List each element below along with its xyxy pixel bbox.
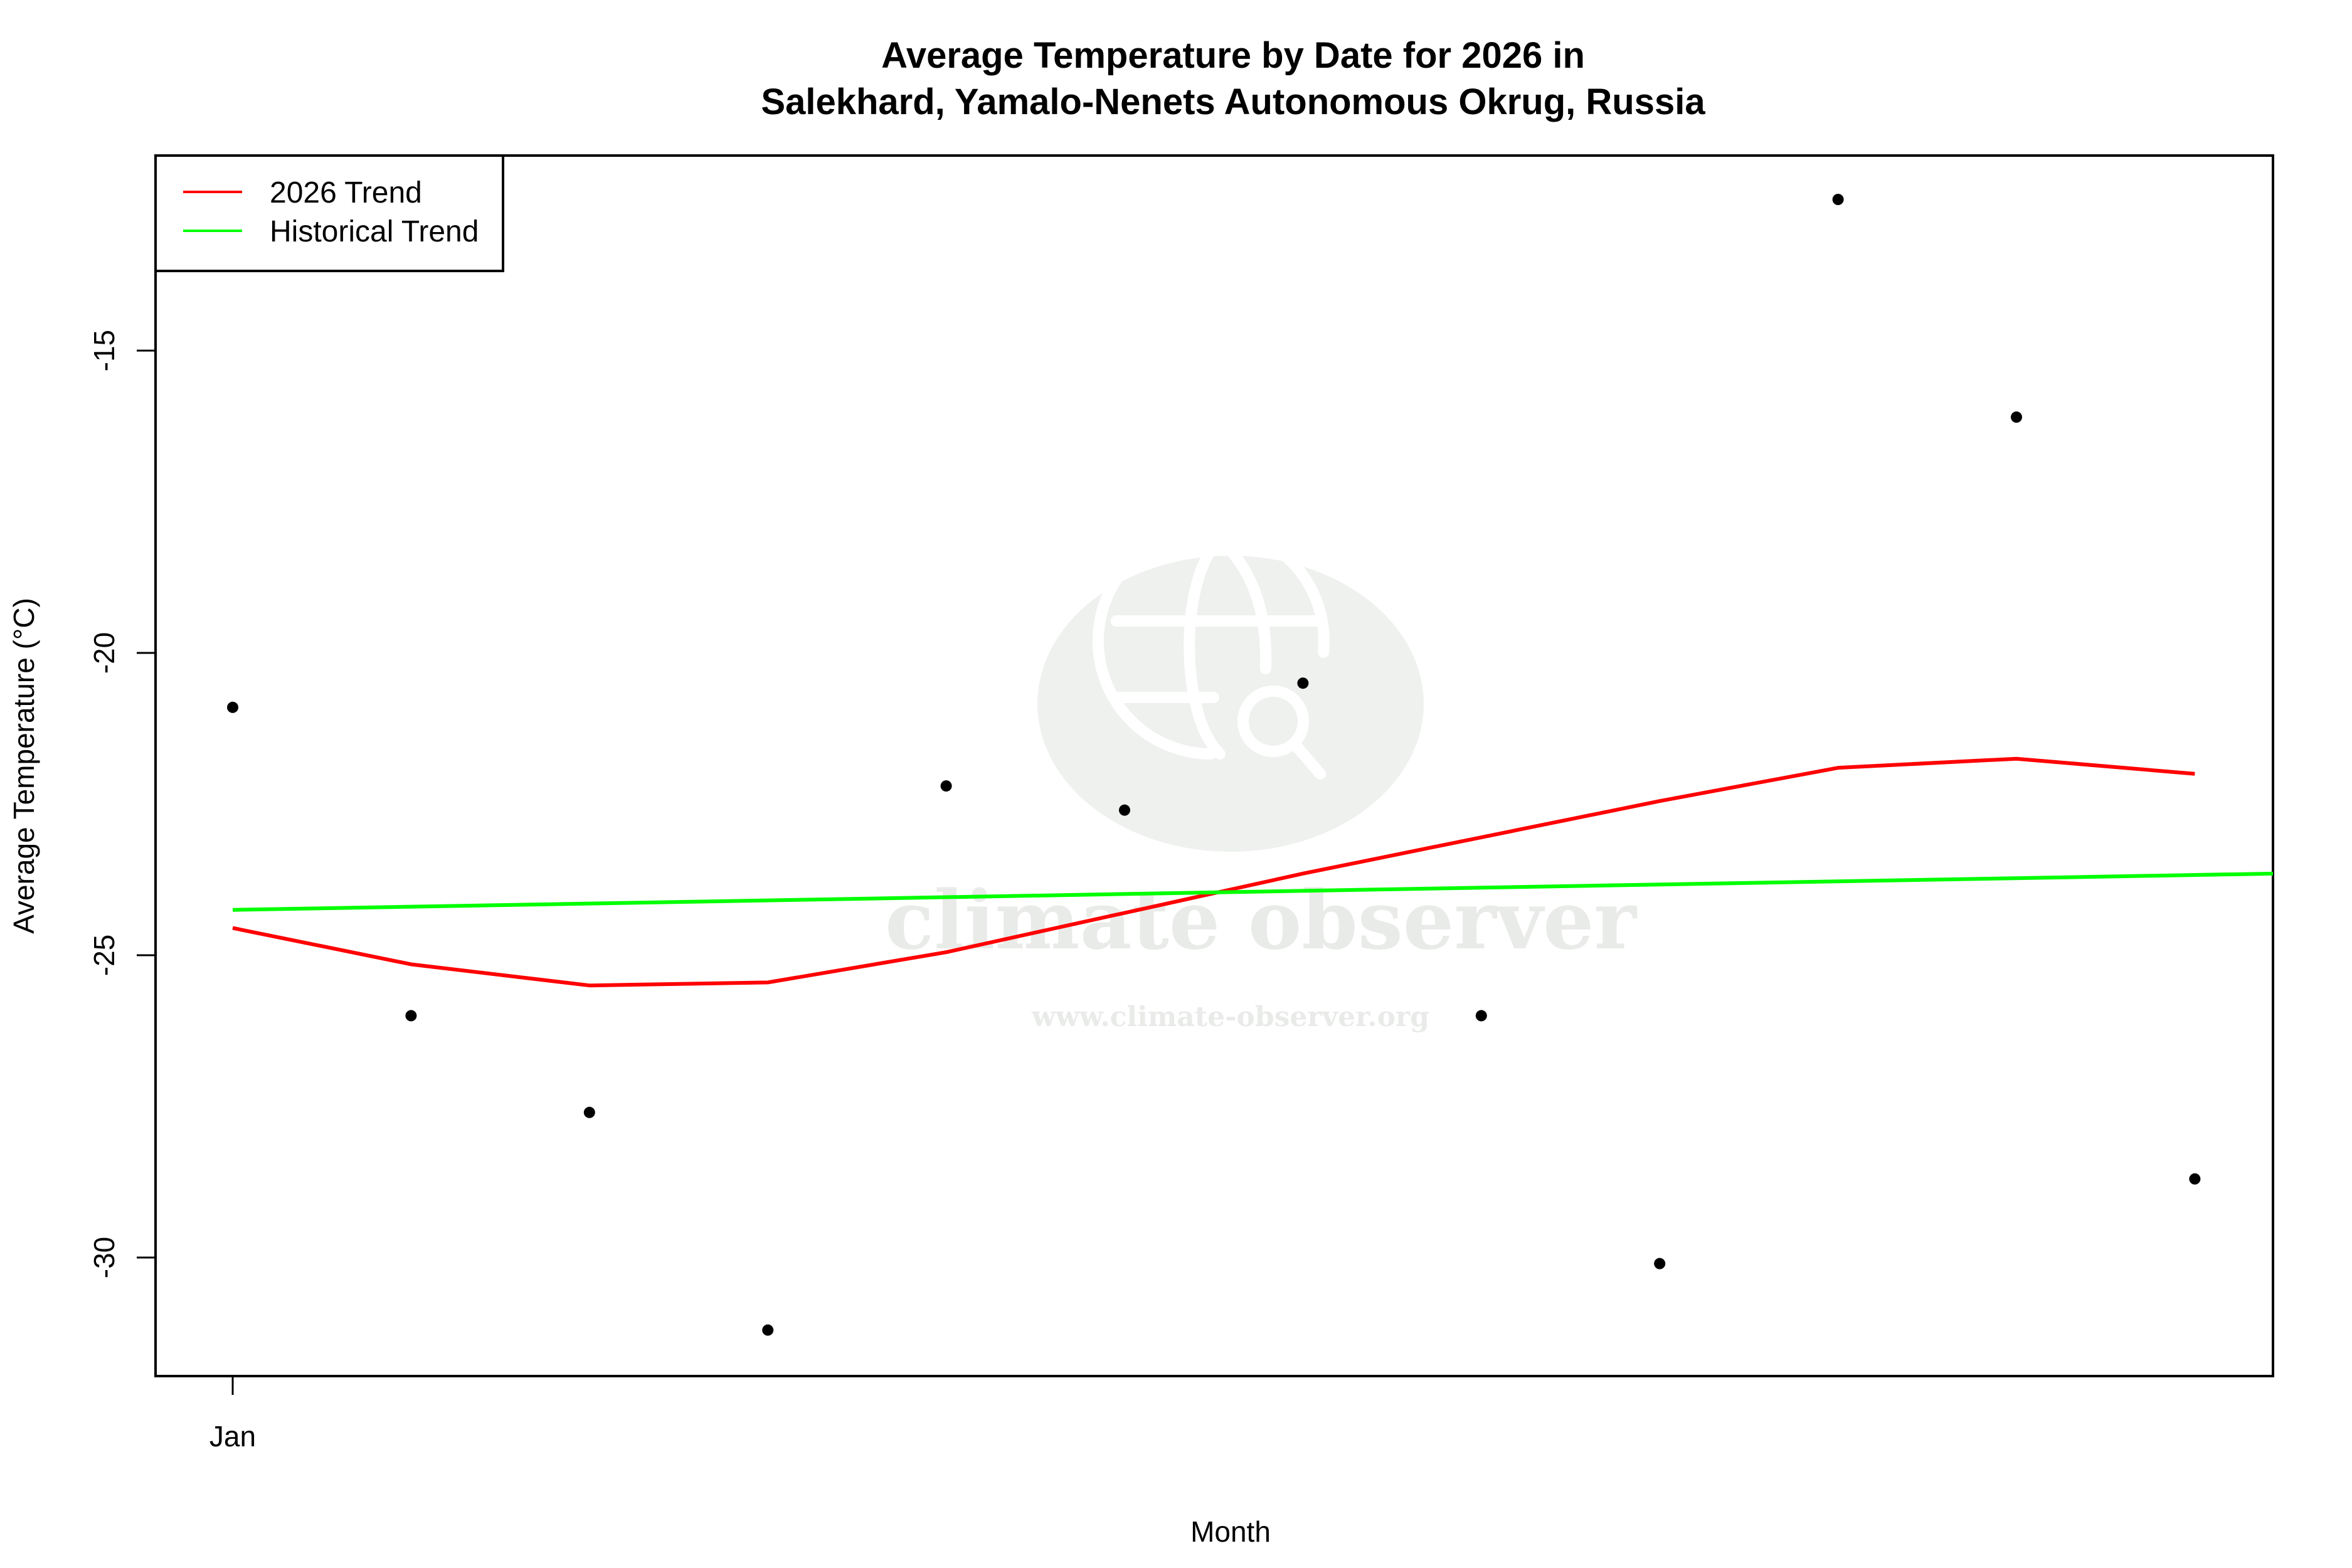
legend-box — [154, 154, 504, 272]
data-point — [1654, 1258, 1666, 1269]
data-point — [2189, 1173, 2201, 1185]
watermark-badge — [1037, 556, 1424, 852]
watermark: climate observer www.climate-observer.or… — [885, 522, 1637, 1033]
x-axis: Jan — [209, 1376, 256, 1453]
data-point — [1832, 194, 1844, 205]
y-tick-label: -30 — [88, 1237, 120, 1278]
legend-label-2026-trend: 2026 Trend — [270, 176, 422, 209]
chart-subtitle: Salekhard, Yamalo-Nenets Autonomous Okru… — [761, 82, 1705, 122]
data-point — [2011, 411, 2022, 423]
y-axis: -15 -20 -25 -30 — [88, 330, 156, 1278]
data-point — [227, 701, 238, 713]
chart-title: Average Temperature by Date for 2026 in — [881, 35, 1585, 76]
x-axis-label: Month — [1190, 1515, 1271, 1548]
data-point — [583, 1106, 595, 1118]
trend-line-historical — [232, 871, 2274, 912]
data-point — [1475, 1010, 1487, 1022]
watermark-url: www.climate-observer.org — [1031, 1001, 1429, 1033]
plot-area — [154, 154, 2274, 1377]
legend: 2026 Trend Historical Trend — [154, 154, 504, 272]
data-point — [1119, 804, 1130, 816]
watermark-brand: climate observer — [885, 874, 1637, 968]
series-layer — [227, 194, 2274, 1336]
data-point — [940, 780, 952, 792]
x-tick-label: Jan — [209, 1420, 256, 1453]
data-point — [405, 1010, 417, 1022]
y-tick-label: -25 — [88, 935, 120, 976]
y-axis-label: Average Temperature (°C) — [8, 598, 40, 934]
data-point — [762, 1324, 774, 1336]
legend-label-historical-trend: Historical Trend — [270, 215, 479, 248]
y-tick-label: -15 — [88, 330, 120, 371]
data-point — [1297, 677, 1309, 689]
globe-search-icon — [1092, 522, 1330, 780]
y-tick-label: -20 — [88, 632, 120, 674]
